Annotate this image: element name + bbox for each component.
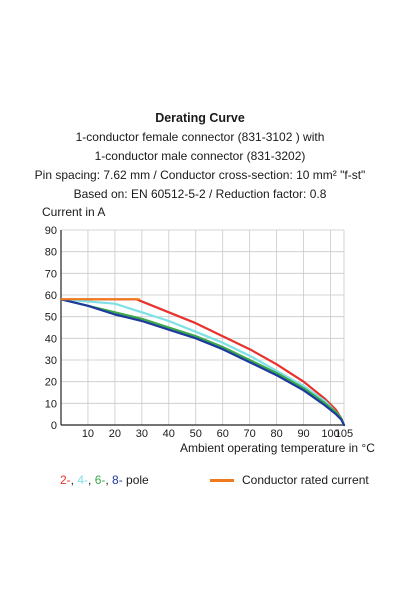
x-tick-label-20: 20 <box>109 428 121 440</box>
x-tick-label-50: 50 <box>190 428 202 440</box>
series-line-8 <box>59 298 346 427</box>
series-line-4 <box>59 298 346 427</box>
legend-sep-2: , <box>88 473 95 487</box>
series-line-2 <box>59 298 346 427</box>
legend-sep-3: , <box>105 473 113 487</box>
x-tick-label-80: 80 <box>270 428 282 440</box>
chart-title: Derating Curve <box>155 111 245 125</box>
pole-legend: 2-, 4-, 6-, 8- pole <box>60 473 149 487</box>
x-tick-label-105: 105 <box>335 428 353 440</box>
legend-pole-suffix: pole <box>122 473 149 487</box>
subtitle-line-1: 1-conductor female connector (831-3102 )… <box>75 130 325 144</box>
y-tick-label-0: 0 <box>51 420 57 432</box>
y-axis-label: Current in A <box>42 205 106 219</box>
series-line-6 <box>59 298 346 427</box>
y-tick-label-10: 10 <box>45 398 57 410</box>
legend-4-pole: 4- <box>77 473 89 487</box>
legend-2-pole: 2- <box>60 473 71 487</box>
rated-current-label: Conductor rated current <box>242 473 369 487</box>
y-tick-label-40: 40 <box>45 333 57 345</box>
legend-sep-1: , <box>70 473 78 487</box>
tick-labels: 0 10 20 30 40 50 60 70 80 90 10 20 30 40 50 60 70 80 90 100… <box>45 225 353 440</box>
subtitle-line-4: Based on: EN 60512-5-2 / Reduction facto… <box>73 187 327 201</box>
subtitle-line-2: 1-conductor male connector (831-3202) <box>94 149 306 163</box>
legend-8-pole: 8- <box>112 473 123 487</box>
x-tick-label-60: 60 <box>217 428 229 440</box>
y-tick-label-90: 90 <box>45 225 57 237</box>
legend-6-pole: 6- <box>94 473 106 487</box>
y-tick-label-60: 60 <box>45 290 57 302</box>
y-tick-label-20: 20 <box>45 377 57 389</box>
chart-header: Derating Curve 1-conductor female connec… <box>0 108 400 204</box>
x-tick-label-10: 10 <box>82 428 94 440</box>
y-tick-label-30: 30 <box>45 355 57 367</box>
x-tick-label-70: 70 <box>244 428 256 440</box>
x-tick-label-30: 30 <box>136 428 148 440</box>
x-axis-label: Ambient operating temperature in °C <box>180 441 375 455</box>
rated-current-legend: Conductor rated current <box>210 473 369 487</box>
y-tick-label-50: 50 <box>45 312 57 324</box>
subtitle-line-3: Pin spacing: 7.62 mm / Conductor cross-s… <box>34 168 366 182</box>
x-tick-label-40: 40 <box>163 428 175 440</box>
series-lines <box>59 298 346 427</box>
axes <box>60 230 344 426</box>
x-tick-label-100: 100 <box>321 428 339 440</box>
rated-current-swatch <box>210 478 234 482</box>
y-tick-label-70: 70 <box>45 268 57 280</box>
x-tick-label-90: 90 <box>297 428 309 440</box>
y-tick-label-80: 80 <box>45 247 57 259</box>
